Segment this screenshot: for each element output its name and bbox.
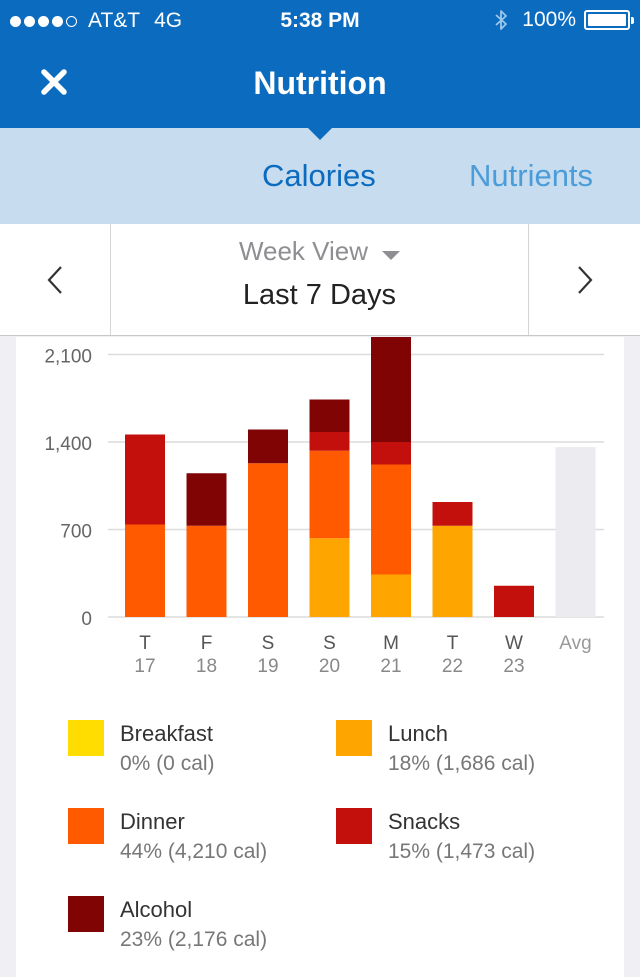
carrier-label: AT&T [88,9,141,32]
signal-dot [52,15,63,27]
bar-segment-snacks [371,442,411,465]
x-tick-date: 23 [503,656,524,677]
status-time: 5:38 PM [280,9,360,32]
bar-segment-alcohol [371,337,411,442]
x-tick-day: W [505,633,523,654]
legend-label: Lunch [388,721,448,746]
legend-label: Breakfast [120,721,213,746]
legend-value: 44% (4,210 cal) [120,840,268,863]
x-tick-day: T [447,633,459,654]
y-tick-label: 1,400 [44,434,92,455]
x-tick-day: Avg [559,633,591,654]
x-tick-date: 20 [319,656,340,677]
calorie-chart: 07001,4002,1002,800T17F18S19S20M21T22W23… [44,337,604,677]
legend-label: Snacks [388,809,461,834]
battery-percent: 100% [522,8,576,31]
status-bar: AT&T 4G 5:38 PM 100% [0,0,640,40]
nav-pointer [308,128,332,140]
bar-segment-alcohol [309,399,350,432]
view-label: Week View [238,236,369,266]
signal-dot [38,15,49,27]
nav-bar: Nutrition [0,40,640,128]
legend-value: 15% (1,473 cal) [388,840,536,863]
y-tick-label: 700 [60,522,92,543]
bluetooth-icon [495,10,508,30]
y-tick-label: 0 [81,609,92,630]
bar-segment-snacks [494,585,534,617]
bar-segment-lunch [371,574,411,617]
bar-segment-snacks [125,434,165,525]
x-tick-day: S [323,633,336,654]
bar-segment-alcohol [186,473,227,526]
x-tick-date: 18 [196,656,217,677]
previous-period-button[interactable] [0,224,111,335]
bar-segment-dinner [186,525,227,617]
avg-bar [555,447,596,617]
chevron-down-icon [382,251,401,261]
x-tick-date: 19 [257,656,278,677]
tab-calories[interactable]: Calories [262,158,376,193]
x-tick-date: 22 [442,656,463,677]
legend-swatch [68,720,104,756]
legend-value: 23% (2,176 cal) [120,928,268,951]
status-right: 100% [494,8,634,32]
signal-strength-icon [10,15,80,27]
legend-value: 0% (0 cal) [120,752,215,775]
x-tick-day: S [262,633,275,654]
bar-segment-dinner [371,464,411,575]
network-label: 4G [154,9,183,32]
view-selector[interactable]: Week View Last 7 Days [111,236,528,312]
bar-segment-dinner [309,450,350,539]
x-tick-day: T [139,633,151,654]
period-selector: Week View Last 7 Days [0,224,640,336]
bar-segment-snacks [309,432,350,451]
tab-nutrients[interactable]: Nutrients [469,158,594,193]
chevron-left-icon [47,266,62,294]
legend-swatch [336,808,372,844]
tab-bar: Calories Nutrients [0,128,640,224]
battery-tip [631,17,634,24]
bar-segment-lunch [432,525,473,617]
status-left: AT&T 4G [10,9,182,33]
legend-swatch [68,808,104,844]
bar-segment-lunch [309,538,350,617]
battery-fill [588,14,626,26]
period-label: Last 7 Days [242,279,397,311]
legend-label: Dinner [120,809,185,834]
x-tick-date: 21 [380,656,401,677]
x-tick-day: M [383,633,399,654]
x-tick-day: F [201,633,213,654]
bar-segment-snacks [432,502,473,526]
legend-swatch [336,720,372,756]
signal-dot [10,15,21,27]
bar-segment-dinner [125,524,165,617]
legend-swatch [68,896,104,932]
signal-dot [66,15,77,27]
legend-value: 18% (1,686 cal) [388,752,536,775]
y-tick-label: 2,100 [44,347,92,368]
battery-icon [584,10,634,30]
close-icon[interactable] [38,66,70,98]
signal-dot [24,15,35,27]
bar-segment-alcohol [248,429,288,464]
legend-label: Alcohol [120,897,193,922]
calories-card: 07001,4002,1002,800T17F18S19S20M21T22W23… [16,337,624,977]
view-dropdown: Week View [111,236,528,267]
x-tick-date: 17 [134,656,155,677]
page-title: Nutrition [253,65,387,101]
bar-segment-dinner [248,463,288,617]
next-period-button[interactable] [528,224,640,335]
chevron-right-icon [578,266,593,294]
